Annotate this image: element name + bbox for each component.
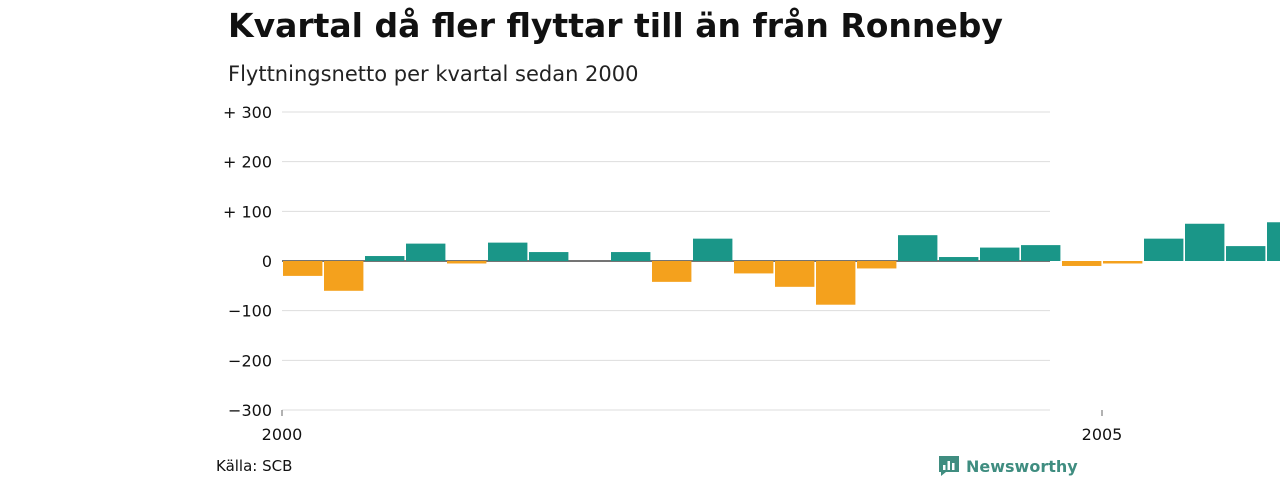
bar [283, 261, 323, 276]
chart-title: Kvartal då fler flyttar till än från Ron… [228, 6, 1003, 45]
bar [939, 257, 979, 261]
y-tick-label: −300 [228, 401, 272, 420]
bar [529, 252, 569, 261]
bar [1144, 238, 1184, 261]
bar [652, 261, 692, 282]
bar [324, 261, 364, 291]
x-tick-label: 2005 [1082, 425, 1123, 444]
bar [1103, 261, 1143, 264]
bar [1062, 261, 1102, 266]
source-label: Källa: SCB [216, 457, 293, 475]
bar [611, 252, 651, 261]
bar [1021, 245, 1061, 261]
y-tick-label: 0 [262, 252, 272, 271]
bar [447, 261, 487, 264]
bar [1185, 223, 1225, 261]
bar [1226, 246, 1266, 261]
y-tick-label: + 200 [223, 153, 272, 172]
x-tick-label: 2000 [262, 425, 303, 444]
y-tick-label: −100 [228, 302, 272, 321]
bar [1267, 222, 1280, 261]
bar [980, 247, 1020, 261]
brand-logo: Newsworthy [938, 455, 1078, 477]
brand-name: Newsworthy [966, 456, 1078, 476]
y-tick-label: + 100 [223, 202, 272, 221]
bar [365, 256, 405, 261]
bar [406, 243, 446, 261]
bar [816, 261, 856, 305]
bar [857, 261, 897, 269]
y-tick-label: −200 [228, 351, 272, 370]
y-tick-label: + 300 [223, 103, 272, 122]
chart-subtitle: Flyttningsnetto per kvartal sedan 2000 [228, 62, 639, 86]
bar [775, 261, 815, 287]
bar [693, 238, 733, 261]
bar [488, 242, 528, 261]
bar [734, 261, 774, 274]
bar [898, 235, 938, 261]
newsworthy-logo-icon [939, 456, 959, 476]
